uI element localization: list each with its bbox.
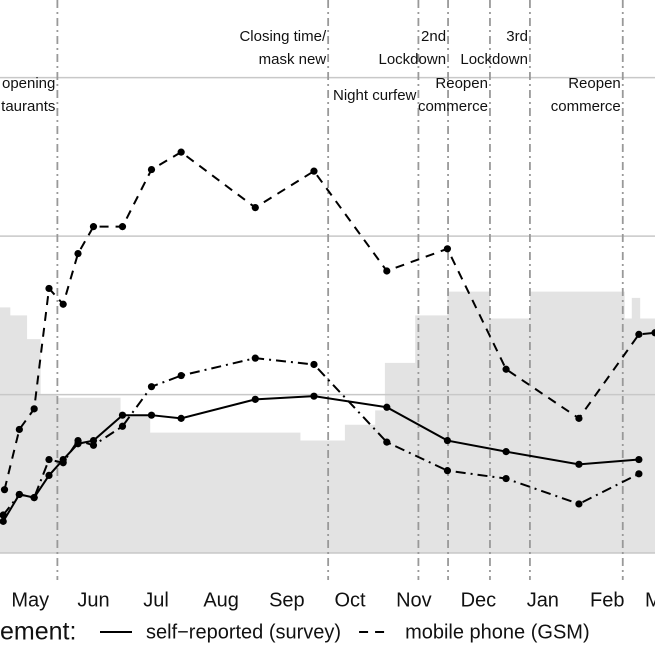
data-point [59,459,67,467]
data-point [635,330,643,338]
data-point [383,438,391,446]
data-point [45,284,53,293]
event-label: Lockdown [379,51,447,68]
event-label: commerce [418,98,488,115]
data-point [30,405,38,413]
data-point [118,422,127,430]
data-point [147,411,156,419]
data-point [30,493,38,502]
data-point [575,460,583,468]
data-point [443,245,452,253]
data-point [502,474,510,483]
data-point [118,411,127,419]
x-tick-label: Oct [335,589,367,611]
x-tick-label: Nov [396,589,432,611]
event-label: 3rd [506,28,528,45]
data-point [383,403,391,411]
data-point [89,441,98,449]
data-point [443,436,452,445]
data-point [251,203,259,212]
data-point [147,165,156,174]
event-label: commerce [551,98,621,115]
data-point [45,455,53,464]
event-label: taurants [1,98,55,115]
data-point [251,395,259,403]
data-point [310,392,318,400]
data-point [651,329,655,337]
event-label: Closing time/ [239,28,327,45]
x-tick-label: Jan [527,589,559,611]
data-point [15,490,23,499]
data-point [59,300,67,308]
data-point [177,371,185,380]
data-point [575,500,583,508]
data-point [15,425,23,434]
data-point [635,455,643,464]
event-label: Night curfew [333,87,417,104]
data-point [177,148,185,156]
data-point [443,467,452,475]
event-label: Reopen [568,75,621,92]
data-point [502,365,510,373]
legend-label: self−reported (survey) [146,621,341,643]
data-point [310,360,318,369]
x-tick-label: Aug [203,589,239,611]
legend-title: ement: [0,618,76,646]
event-label: mask new [259,51,327,68]
data-point [575,414,583,422]
data-point [0,511,7,519]
data-point [310,167,318,175]
x-tick-label: Sep [269,589,305,611]
data-point [118,223,127,231]
x-tick-label: Dec [461,589,497,611]
x-tick-label: Jul [143,589,169,611]
event-label: Lockdown [460,51,528,68]
data-point [74,249,82,258]
data-point [45,471,53,480]
data-point [89,223,98,231]
x-tick-label: Jun [77,589,109,611]
event-label: opening [2,75,55,92]
x-tick-label: May [11,589,49,611]
background-area [0,291,655,554]
series-line [3,150,655,490]
data-point [147,383,156,391]
data-point [0,517,7,525]
event-label: 2nd [421,28,446,45]
x-tick-label: M [645,589,655,611]
event-label: Reopen [435,75,488,92]
data-point [251,354,259,362]
data-point [502,448,510,456]
data-point [177,414,185,422]
data-point [383,267,391,275]
data-point [0,486,9,494]
data-point [74,436,82,445]
data-point [635,470,643,478]
legend-label: mobile phone (GSM) [405,621,590,643]
x-tick-label: Feb [590,589,624,611]
